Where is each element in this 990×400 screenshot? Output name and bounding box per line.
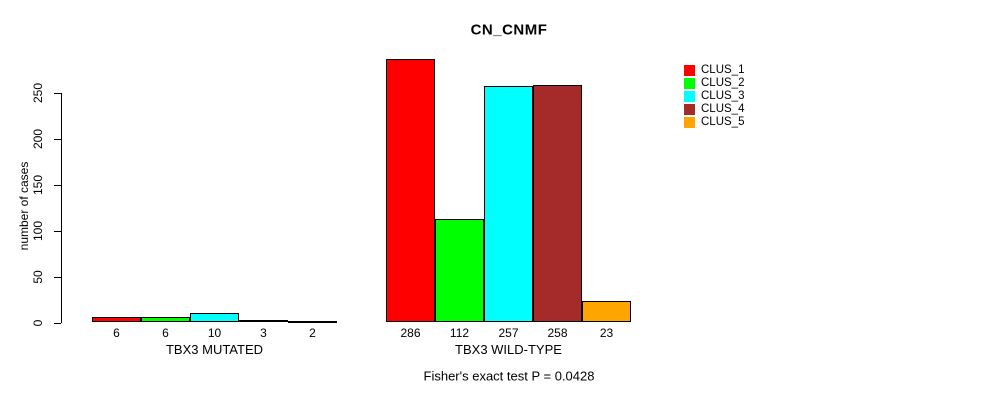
bar-value-label: 2	[309, 326, 316, 340]
bar-value-label: 112	[449, 326, 470, 340]
bar-value-label: 6	[113, 326, 120, 340]
bar-clus_5-tbx3-wild-type	[582, 301, 631, 323]
chart-title: CN_CNMF	[470, 21, 548, 39]
y-axis-tick	[54, 230, 61, 232]
bar-value-label: 10	[207, 326, 222, 340]
bar-value-label: 3	[260, 326, 267, 340]
bar-clus_1-tbx3-wild-type	[386, 59, 435, 323]
category-label: TBX3 MUTATED	[165, 342, 264, 357]
legend-swatch-icon	[684, 78, 695, 90]
legend-label: CLUS_1	[701, 64, 745, 76]
y-axis-tick	[54, 138, 61, 140]
legend-swatch-icon	[684, 65, 695, 76]
y-axis-tick-label: 0	[31, 319, 45, 326]
bar-clus_4-tbx3-wild-type	[533, 85, 582, 323]
legend-label: CLUS_2	[701, 77, 745, 90]
y-axis-tick	[54, 184, 61, 186]
y-axis-tick-label: 200	[31, 128, 45, 149]
bar-value-label: 257	[498, 326, 519, 340]
y-axis-tick-label: 250	[31, 82, 45, 103]
y-axis-title: number of cases	[17, 161, 31, 251]
y-axis-tick	[54, 322, 61, 324]
legend-swatch-icon	[684, 91, 695, 103]
bar-value-label: 6	[162, 326, 169, 340]
y-axis-tick	[54, 276, 61, 278]
legend-label: CLUS_5	[701, 116, 745, 129]
y-axis-line	[61, 92, 63, 323]
y-axis-tick	[54, 92, 61, 94]
x-axis-baseline	[386, 320, 631, 323]
x-axis-baseline	[92, 320, 337, 323]
legend-swatch-icon	[684, 104, 695, 116]
legend-label: CLUS_3	[701, 90, 745, 103]
stat-annotation: Fisher's exact test P = 0.0428	[423, 368, 595, 384]
bar-clus_3-tbx3-wild-type	[484, 86, 533, 323]
y-axis-tick-label: 150	[31, 174, 45, 195]
legend-label: CLUS_4	[701, 103, 745, 116]
y-axis-tick-label: 100	[31, 220, 45, 241]
bar-clus_2-tbx3-wild-type	[435, 219, 484, 323]
bar-value-label: 23	[599, 326, 614, 340]
bar-value-label: 258	[547, 326, 568, 340]
category-label: TBX3 WILD-TYPE	[455, 342, 562, 357]
legend-swatch-icon	[684, 117, 695, 129]
bar-value-label: 286	[400, 326, 421, 340]
y-axis-tick-label: 50	[31, 269, 45, 284]
